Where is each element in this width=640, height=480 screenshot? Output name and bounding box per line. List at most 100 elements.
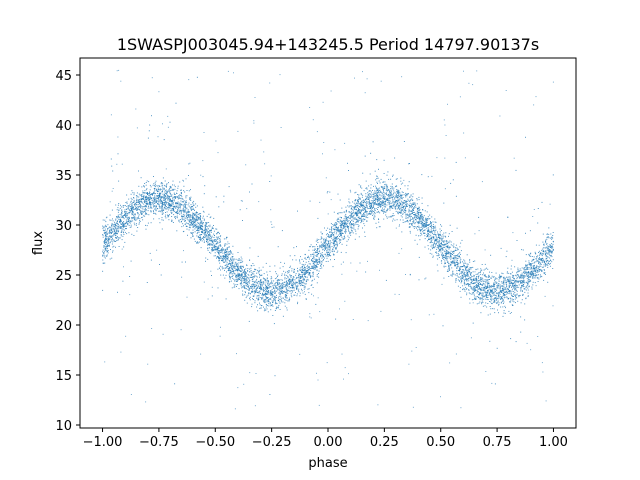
- data-point: [279, 289, 280, 291]
- data-point: [474, 279, 476, 281]
- data-point: [447, 247, 449, 249]
- data-point: [132, 211, 134, 213]
- data-point: [512, 299, 514, 301]
- data-point: [451, 275, 453, 277]
- data-point: [278, 286, 280, 288]
- data-point: [449, 267, 450, 269]
- data-point: [235, 261, 237, 263]
- data-point: [350, 234, 352, 236]
- data-point: [479, 299, 481, 301]
- data-point: [303, 282, 305, 284]
- data-point: [266, 304, 268, 306]
- data-point: [150, 202, 152, 204]
- data-point: [123, 223, 125, 225]
- data-point: [469, 302, 471, 304]
- data-point: [321, 245, 322, 247]
- data-point: [494, 291, 496, 292]
- data-point: [315, 262, 317, 263]
- data-point: [117, 216, 119, 217]
- data-point: [506, 276, 507, 278]
- data-point: [517, 286, 519, 288]
- data-point: [113, 233, 115, 235]
- data-point: [270, 297, 272, 299]
- data-point: [511, 295, 513, 297]
- data-point: [365, 216, 367, 218]
- data-point: [340, 234, 341, 236]
- data-point: [358, 216, 360, 218]
- data-point: [223, 262, 225, 263]
- data-point: [230, 263, 232, 265]
- data-point: [487, 303, 489, 304]
- data-point: [233, 258, 235, 260]
- data-point: [122, 225, 123, 227]
- data-point: [188, 229, 190, 231]
- data-point: [188, 190, 190, 192]
- data-point: [509, 290, 511, 292]
- data-point: [477, 297, 479, 299]
- data-point: [505, 281, 507, 283]
- data-point: [482, 282, 484, 284]
- data-point: [229, 254, 231, 255]
- data-point: [402, 192, 404, 193]
- data-point: [411, 199, 413, 201]
- data-point: [441, 256, 443, 258]
- data-point: [319, 250, 321, 252]
- data-point: [241, 283, 243, 285]
- data-point: [515, 294, 516, 296]
- data-point: [197, 220, 199, 222]
- data-point: [481, 274, 483, 276]
- data-point: [264, 278, 266, 280]
- data-point: [500, 301, 502, 303]
- data-point: [417, 207, 418, 209]
- data-point: [173, 198, 175, 200]
- data-point: [449, 224, 451, 226]
- data-point: [184, 210, 186, 212]
- data-point: [220, 252, 222, 254]
- data-point: [361, 221, 363, 223]
- data-point: [398, 207, 400, 209]
- data-point: [260, 269, 262, 271]
- data-point: [111, 257, 113, 259]
- data-point: [195, 203, 197, 205]
- data-point: [531, 259, 533, 261]
- data-point: [483, 274, 485, 276]
- data-point: [438, 233, 440, 235]
- data-point: [191, 219, 193, 221]
- data-point: [502, 273, 504, 275]
- data-point: [424, 229, 425, 231]
- data-point: [292, 281, 294, 283]
- data-point: [168, 189, 170, 190]
- data-point: [278, 279, 280, 281]
- data-point: [104, 257, 106, 259]
- data-point: [282, 285, 284, 286]
- data-point: [443, 232, 445, 234]
- data-point: [395, 196, 397, 198]
- data-point: [426, 221, 427, 223]
- data-point: [508, 287, 510, 289]
- data-point: [541, 253, 543, 255]
- data-point: [121, 231, 123, 233]
- data-point: [440, 243, 442, 245]
- data-point: [174, 383, 176, 385]
- data-point: [238, 277, 240, 279]
- data-point: [523, 281, 524, 283]
- data-point: [430, 240, 432, 242]
- data-point: [300, 276, 302, 278]
- data-point: [195, 216, 197, 218]
- data-point: [251, 286, 253, 288]
- data-point: [231, 270, 233, 272]
- data-point: [226, 243, 228, 245]
- data-point: [541, 266, 543, 268]
- data-point: [202, 229, 204, 231]
- data-point: [312, 256, 314, 258]
- data-point: [192, 235, 194, 237]
- data-point: [307, 279, 309, 281]
- data-point: [413, 222, 415, 224]
- data-point: [206, 222, 208, 224]
- data-point: [392, 215, 394, 217]
- data-point: [433, 228, 435, 230]
- data-point: [165, 197, 167, 199]
- data-point: [378, 180, 380, 182]
- data-point: [425, 225, 427, 227]
- data-point: [368, 213, 370, 215]
